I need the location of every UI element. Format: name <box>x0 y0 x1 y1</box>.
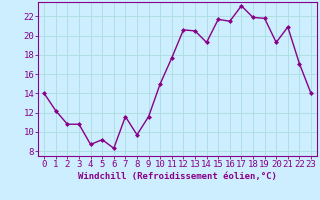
X-axis label: Windchill (Refroidissement éolien,°C): Windchill (Refroidissement éolien,°C) <box>78 172 277 181</box>
